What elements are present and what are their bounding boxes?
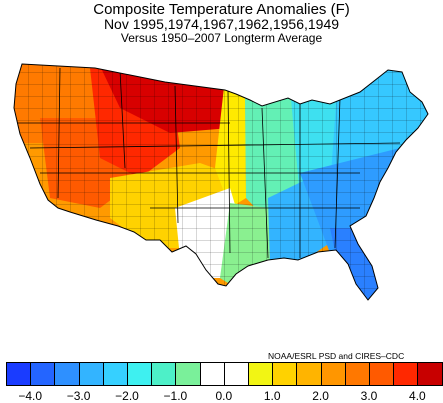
legend-tick-label: −1.0 [163,389,188,403]
legend-swatch [344,362,370,386]
legend-tick-label: 4.0 [409,389,426,403]
legend-swatch [369,362,395,386]
legend-swatch [296,362,322,386]
legend-swatch [127,362,153,386]
us-anomaly-map [13,63,429,301]
legend-swatch [199,362,225,386]
legend-swatch [6,362,32,386]
legend-tick-label: −3.0 [66,389,91,403]
legend-swatch [102,362,128,386]
legend-swatch [393,362,419,386]
legend-tick-label: −4.0 [18,389,43,403]
legend-tick-label: 2.0 [312,389,329,403]
legend-tick-label: 1.0 [263,389,281,403]
legend-swatch [54,362,80,386]
anomaly-fill [14,64,428,300]
county-grid [14,64,428,300]
legend-swatch [151,362,177,386]
legend-tick-label: 3.0 [360,389,378,403]
legend-swatch [272,362,298,386]
legend-swatch [248,362,274,386]
state-borders [15,67,401,259]
legend-swatch [175,362,201,386]
legend-swatch [320,362,346,386]
legend-tick-label: 0.0 [215,389,233,403]
legend-tick-label: −2.0 [115,389,139,403]
map-subtitle-baseline: Versus 1950–2007 Longterm Average [120,31,323,45]
legend-swatch [223,362,249,386]
data-credit: NOAA/ESRL PSD and CIRES–CDC [268,351,405,361]
map-subtitle-years: Nov 1995,1974,1967,1962,1956,1949 [103,16,340,32]
legend-swatch [417,362,443,386]
map-title: Composite Temperature Anomalies (F) [93,1,350,18]
legend-swatch [78,362,104,386]
legend-swatch [30,362,56,386]
